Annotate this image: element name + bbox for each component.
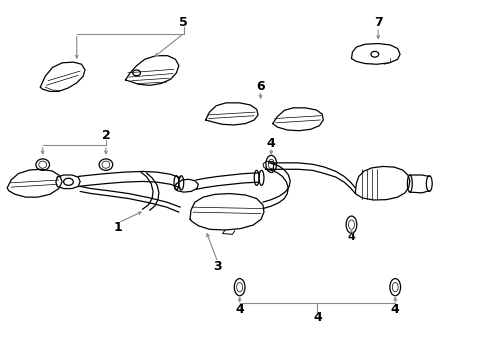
Text: 6: 6 xyxy=(256,80,264,93)
Text: 4: 4 xyxy=(347,232,355,242)
Text: 2: 2 xyxy=(102,129,110,142)
Text: 4: 4 xyxy=(312,311,321,324)
Text: 1: 1 xyxy=(114,221,122,234)
Text: 4: 4 xyxy=(266,137,275,150)
Text: 3: 3 xyxy=(213,260,222,273)
Text: 4: 4 xyxy=(390,303,399,316)
Text: 7: 7 xyxy=(373,16,382,29)
Text: 5: 5 xyxy=(179,16,188,29)
Text: 4: 4 xyxy=(235,303,244,316)
